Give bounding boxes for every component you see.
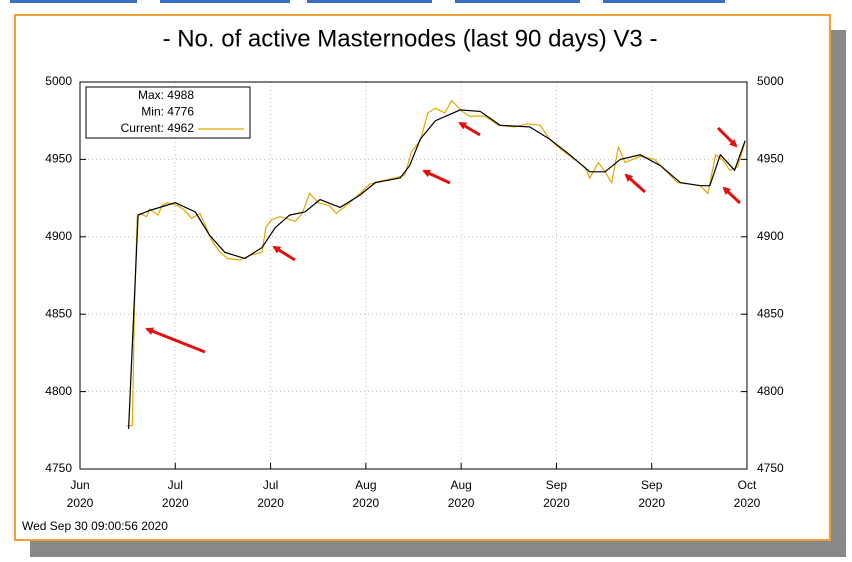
x-tick-label: Jul 2020 <box>257 478 284 510</box>
y-tick-label: 4850 <box>45 306 72 320</box>
y2-tick-label: 4800 <box>757 384 784 398</box>
arrow <box>716 126 738 148</box>
timestamp: Wed Sep 30 09:00:56 2020 <box>22 519 168 533</box>
arrow <box>458 121 481 137</box>
x-tick-label: Aug 2020 <box>447 478 475 510</box>
tab[interactable] <box>307 0 432 3</box>
y-tick-label: 4750 <box>45 461 72 475</box>
series-line <box>126 99 746 427</box>
y2-tick-label: 4950 <box>757 152 784 166</box>
tab[interactable] <box>455 0 580 3</box>
x-tick-label: Sep 2020 <box>638 478 666 510</box>
y2-tick-label: 5000 <box>757 74 784 88</box>
plot-border <box>79 81 748 470</box>
arrow <box>272 245 296 262</box>
x-tick-label: Aug 2020 <box>352 478 380 510</box>
y-tick-label: 5000 <box>45 74 72 88</box>
arrow <box>422 169 451 185</box>
y-tick-label: 4900 <box>45 229 72 243</box>
x-tick-label: Jun 2020 <box>66 478 94 510</box>
x-tick-label: Oct 2020 <box>733 478 761 510</box>
tab[interactable] <box>10 0 137 3</box>
legend-text: Max: 4988 <box>138 88 194 102</box>
arrow <box>722 186 742 205</box>
chart-title: - No. of active Masternodes (last 90 day… <box>163 25 658 52</box>
legend: Max: 4988 Min: 4776 Current: 4962 <box>85 86 251 139</box>
series-line <box>128 109 746 429</box>
arrow <box>145 327 206 354</box>
legend-text: Min: 4776 <box>141 105 194 119</box>
y-tick-label: 4950 <box>45 152 72 166</box>
tab[interactable] <box>160 0 290 3</box>
annotation-arrows <box>145 121 742 354</box>
legend-text: Current: 4962 <box>121 121 195 135</box>
y2-tick-label: 4750 <box>757 461 784 475</box>
y2-tick-label: 4900 <box>757 229 784 243</box>
x-tick-label: Sep 2020 <box>543 478 570 510</box>
tab[interactable] <box>603 0 725 3</box>
y2-tick-label: 4850 <box>757 306 784 320</box>
x-tick-label: Jul 2020 <box>161 478 189 510</box>
arrow <box>624 173 647 194</box>
top-tabs <box>10 0 725 3</box>
y-tick-label: 4800 <box>45 384 72 398</box>
plot <box>126 99 746 429</box>
